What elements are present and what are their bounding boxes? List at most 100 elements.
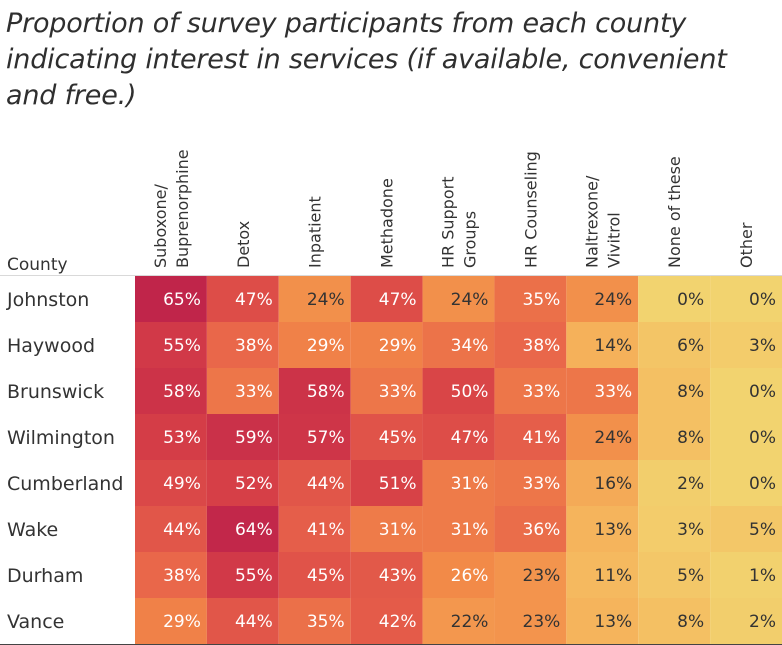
heatmap-cell: [494, 598, 567, 644]
cell-value-label: 3%: [677, 520, 704, 540]
cell-value-label: 31%: [379, 520, 417, 540]
heatmap-cell: [638, 368, 711, 414]
heatmap-cell: [710, 276, 782, 322]
heatmap-cell: [422, 460, 495, 506]
cell-value-label: 22%: [451, 612, 489, 632]
heatmap-cell: [278, 276, 351, 322]
heatmap-cell: [494, 414, 567, 460]
heatmap-cell: [350, 506, 423, 552]
cell-value-label: 38%: [235, 336, 273, 356]
heatmap-cell: [494, 368, 567, 414]
heatmap-cell: [638, 460, 711, 506]
cell-value-label: 33%: [523, 474, 561, 494]
cell-value-label: 47%: [235, 290, 273, 310]
heatmap-cell: [638, 598, 711, 644]
cell-value-label: 47%: [451, 428, 489, 448]
cell-value-label: 44%: [235, 612, 273, 632]
heatmap-cell: [206, 506, 279, 552]
cell-value-label: 31%: [451, 474, 489, 494]
heatmap-cell: [566, 506, 639, 552]
cell-value-label: 33%: [594, 382, 632, 402]
cell-value-label: 24%: [594, 290, 632, 310]
heatmap-cell: [494, 506, 567, 552]
heatmap-cell: [422, 322, 495, 368]
cell-value-label: 44%: [307, 474, 345, 494]
heatmap-cell: [566, 368, 639, 414]
heatmap-cell: [710, 322, 782, 368]
row-label: Brunswick: [7, 381, 104, 403]
heatmap-cell: [422, 276, 495, 322]
heatmap-cell: [638, 414, 711, 460]
heatmap-cell: [566, 598, 639, 644]
row-label: Haywood: [7, 335, 95, 357]
heatmap-cell: [422, 506, 495, 552]
heatmap-cell: [206, 460, 279, 506]
heatmap-cell: [350, 322, 423, 368]
cell-value-label: 53%: [163, 428, 201, 448]
heatmap-cell: [206, 322, 279, 368]
cell-value-label: 35%: [307, 612, 345, 632]
cell-value-label: 44%: [163, 520, 201, 540]
cell-value-label: 8%: [677, 382, 704, 402]
heatmap-cell: [206, 368, 279, 414]
cell-value-label: 29%: [307, 336, 345, 356]
row-axis-title: County: [7, 255, 68, 275]
heatmap-cell: [350, 460, 423, 506]
heatmap-cell: [638, 322, 711, 368]
heatmap-cell: [566, 414, 639, 460]
cell-value-label: 55%: [235, 566, 273, 586]
heatmap-cells: 65% 47% 24% 47% 24% 35% 24% 0% 0% 55% 38% 29% 29% 34%…: [135, 276, 782, 644]
heatmap-cell: [278, 414, 351, 460]
heatmap-cell: [278, 368, 351, 414]
cell-value-label: 31%: [451, 520, 489, 540]
cell-value-label: 5%: [677, 566, 704, 586]
cell-value-label: 2%: [749, 612, 776, 632]
heatmap-cell: [494, 552, 567, 598]
column-label: Detox: [234, 221, 253, 268]
cell-value-label: 33%: [523, 382, 561, 402]
cell-value-label: 13%: [594, 612, 632, 632]
cell-value-label: 11%: [594, 566, 632, 586]
heatmap-cell: [206, 276, 279, 322]
cell-value-label: 8%: [677, 612, 704, 632]
cell-value-label: 14%: [594, 336, 632, 356]
cell-value-label: 59%: [235, 428, 273, 448]
cell-value-label: 6%: [677, 336, 704, 356]
heatmap-cell: [710, 414, 782, 460]
cell-value-label: 0%: [749, 428, 776, 448]
cell-value-label: 33%: [379, 382, 417, 402]
heatmap-cell: [710, 506, 782, 552]
cell-value-label: 29%: [379, 336, 417, 356]
cell-value-label: 35%: [523, 290, 561, 310]
cell-value-label: 0%: [749, 474, 776, 494]
row-label: Wilmington: [7, 427, 115, 449]
cell-value-label: 16%: [594, 474, 632, 494]
heatmap-cell: [422, 598, 495, 644]
cell-value-label: 41%: [523, 428, 561, 448]
heatmap-cell: [638, 276, 711, 322]
heatmap-cell: [422, 368, 495, 414]
cell-value-label: 2%: [677, 474, 704, 494]
cell-value-label: 3%: [749, 336, 776, 356]
heatmap-cell: [135, 506, 207, 552]
heatmap-cell: [278, 460, 351, 506]
column-label: Naltrexone/Vivitrol: [582, 175, 623, 268]
column-label: None of these: [665, 156, 684, 268]
cell-value-label: 0%: [749, 382, 776, 402]
cell-value-label: 23%: [523, 612, 561, 632]
chart-title: Proportion of survey participants from e…: [6, 8, 727, 111]
heatmap-cell: [278, 322, 351, 368]
cell-value-label: 65%: [163, 290, 201, 310]
column-label: HR Support Groups: [439, 177, 480, 268]
cell-value-label: 52%: [235, 474, 273, 494]
cell-value-label: 5%: [749, 520, 776, 540]
heatmap-cell: [350, 598, 423, 644]
heatmap-cell: [710, 368, 782, 414]
cell-value-label: 36%: [523, 520, 561, 540]
heatmap-cell: [566, 322, 639, 368]
heatmap-cell: [206, 414, 279, 460]
heatmap-cell: [278, 552, 351, 598]
heatmap-cell: [566, 276, 639, 322]
cell-value-label: 57%: [307, 428, 345, 448]
cell-value-label: 0%: [749, 290, 776, 310]
